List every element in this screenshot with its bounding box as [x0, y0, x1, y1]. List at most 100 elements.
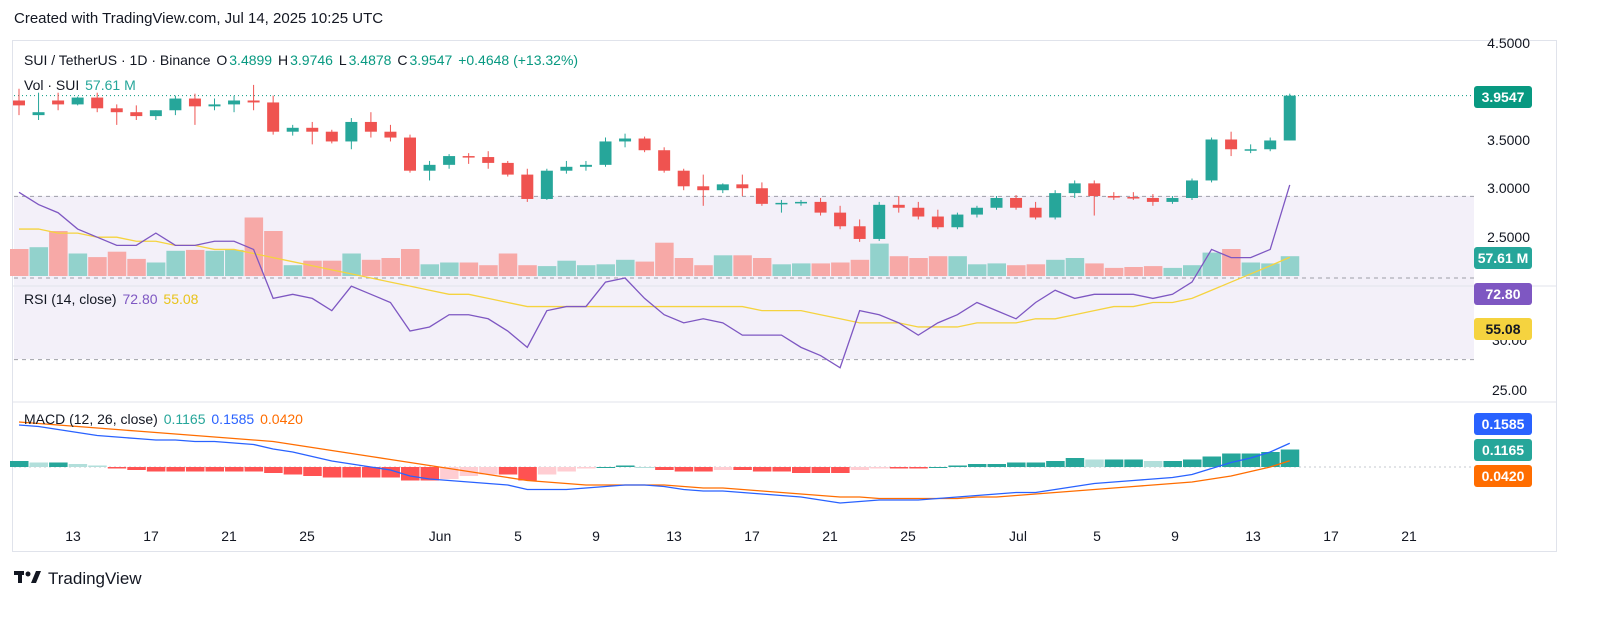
macd-hist-bar	[49, 462, 68, 467]
candle-body	[1127, 197, 1140, 199]
x-tick-label: 21	[822, 528, 838, 544]
volume-bar	[831, 262, 850, 276]
rsi-line	[18, 184, 1291, 369]
candle-body	[384, 131, 397, 138]
volume-bar	[850, 259, 870, 276]
candle-body	[169, 98, 182, 111]
candle-body	[1186, 180, 1198, 198]
x-tick-label: 5	[1093, 528, 1101, 544]
candle-body	[1088, 183, 1101, 197]
candle-body	[364, 121, 377, 132]
candle-body	[736, 184, 749, 189]
candle-body	[1068, 183, 1081, 194]
macd-label[interactable]: MACD (12, 26, close)	[24, 411, 158, 427]
candle-body	[795, 201, 807, 204]
candle-body	[892, 204, 905, 208]
volume-bar	[616, 259, 635, 276]
candle-body	[52, 100, 65, 105]
macd-hist-bar	[811, 467, 831, 473]
brand[interactable]: TradingView	[14, 569, 142, 589]
macd-hist-bar	[185, 467, 205, 472]
macd-hist-bar	[1143, 461, 1163, 467]
volume-bar	[909, 258, 928, 276]
candle-body	[912, 207, 925, 217]
candle-body	[306, 127, 319, 132]
volume-bar	[322, 260, 342, 276]
candle-body	[1029, 207, 1042, 218]
x-tick-label: 13	[65, 528, 81, 544]
volume-value: 57.61 M	[85, 77, 136, 93]
rsi-value: 72.80	[122, 291, 158, 307]
macd-hist-bar	[420, 467, 440, 481]
macd-hist-bar	[29, 462, 49, 467]
macd-hist-bar	[10, 461, 29, 467]
volume-bar	[811, 263, 831, 276]
rsi-legend: RSI (14, close) 72.80 55.08	[24, 291, 200, 307]
volume-bar	[225, 249, 244, 276]
x-tick-label: 9	[592, 528, 600, 544]
created-caption: Created with TradingView.com, Jul 14, 20…	[14, 10, 384, 27]
candle-body	[873, 204, 886, 239]
volume-bar	[635, 261, 655, 276]
macd-hist-bar	[928, 467, 948, 468]
volume-bar	[88, 257, 107, 276]
macd-hist-bar	[225, 467, 244, 472]
candle-body	[501, 162, 514, 175]
volume-bar	[107, 251, 127, 276]
macd-hist-bar	[264, 467, 283, 473]
x-tick-label: 17	[744, 528, 760, 544]
high-label: H	[277, 52, 289, 68]
volume-bar	[479, 265, 498, 276]
macd-hist-bar	[1046, 461, 1065, 467]
open-value: 3.4899	[229, 52, 273, 68]
rsi-label[interactable]: RSI (14, close)	[24, 291, 117, 307]
candle-body	[1283, 95, 1296, 141]
high-value: 3.9746	[290, 52, 333, 68]
macd-hist-bar	[733, 467, 752, 470]
macd-hist-bar	[440, 467, 459, 479]
candle-body	[13, 100, 25, 106]
candle-body	[1166, 198, 1179, 202]
x-tick-label: 25	[299, 528, 315, 544]
x-tick-label: Jun	[429, 528, 452, 544]
candle-body	[1049, 193, 1062, 218]
volume-bar	[1280, 256, 1300, 276]
macd-hist-bar	[616, 465, 635, 467]
candle-body	[951, 214, 964, 228]
volume-bar	[205, 250, 224, 276]
volume-bar	[1026, 264, 1046, 276]
volume-label[interactable]: Vol · SUI	[24, 77, 80, 93]
macd-hist-bar	[655, 467, 674, 470]
volume-tag: 57.61 M	[1474, 247, 1532, 269]
macd-hist-bar	[1163, 461, 1182, 467]
volume-bar	[459, 262, 479, 276]
candle-body	[325, 131, 338, 142]
x-tick-label: 13	[666, 528, 682, 544]
candle-body	[1264, 140, 1277, 150]
volume-bar	[1261, 263, 1280, 276]
candle-body	[658, 150, 671, 171]
macd-hist-bar	[635, 467, 655, 468]
volume-bar	[948, 256, 967, 276]
macd-hist-value: 0.1165	[163, 411, 206, 427]
volume-bar	[440, 262, 459, 276]
price-tag: 3.9547	[1474, 86, 1532, 108]
candle-body	[345, 121, 358, 142]
volume-bar	[185, 249, 205, 276]
candle-body	[716, 184, 729, 191]
macd-hist-bar	[1280, 449, 1300, 467]
candle-body	[521, 174, 534, 199]
macd-hist-bar	[1183, 459, 1202, 467]
macd-line-value: 0.1585	[211, 411, 255, 427]
candle-body	[423, 164, 436, 171]
low-value: 3.4878	[348, 52, 392, 68]
symbol-label[interactable]: SUI / TetherUS · 1D · Binance	[24, 52, 211, 68]
volume-bar	[127, 258, 146, 276]
candle-body	[560, 166, 573, 171]
chart-frame[interactable]	[12, 40, 1557, 552]
low-label: L	[338, 52, 347, 68]
macd-hist-bar	[479, 467, 498, 475]
macd-hist-bar	[987, 464, 1006, 467]
macd-hist-bar	[88, 465, 107, 467]
